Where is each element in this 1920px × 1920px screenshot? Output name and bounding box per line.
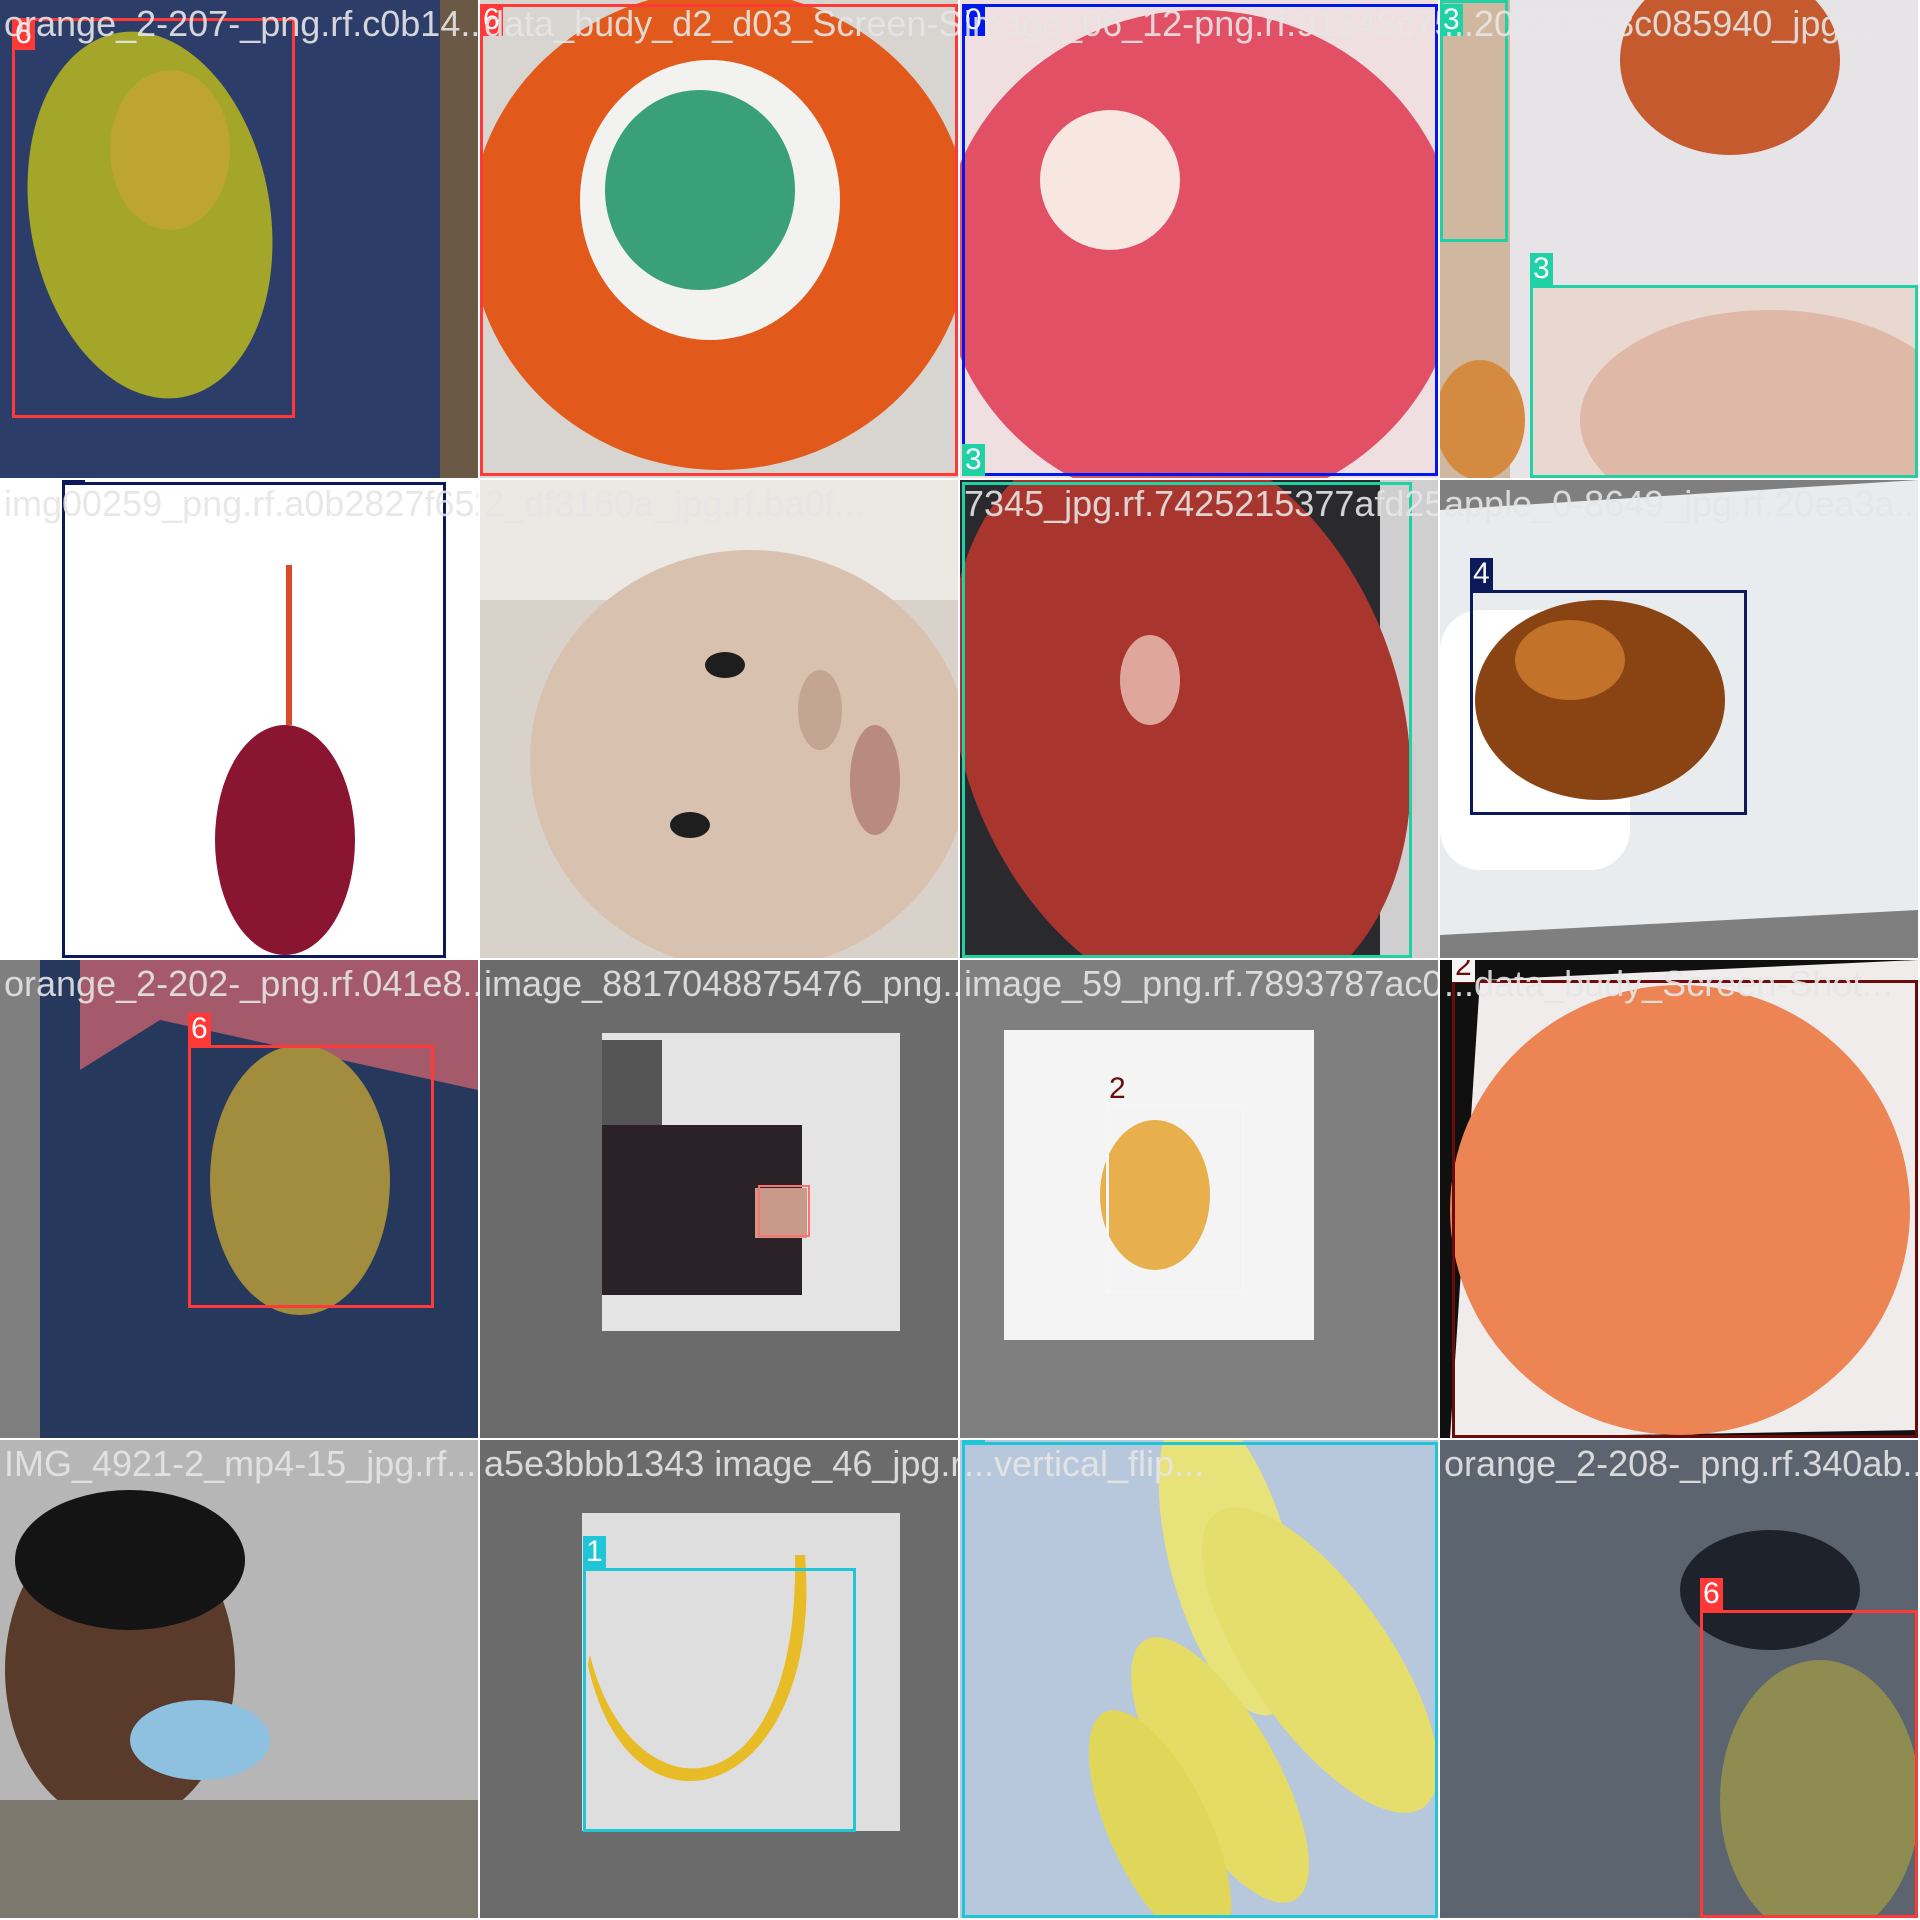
detection-box: [1440, 0, 1508, 242]
class-label: 2: [1106, 1073, 1129, 1105]
class-label: 6: [188, 1013, 211, 1045]
detection-box: [758, 1185, 810, 1237]
class-label: 4: [62, 480, 85, 482]
tile-2: 6 data_budy_d2_d03_Screen-Shot...: [480, 0, 958, 478]
class-label: 2: [1452, 960, 1475, 982]
tile-6: 2_df3160a_jpg.rf.ba0f...: [480, 480, 958, 958]
tile-10: image_8817048875476_png...: [480, 960, 958, 1438]
detection-box: [1470, 590, 1747, 815]
detection-box: [12, 18, 295, 418]
class-label: 4: [1470, 558, 1493, 590]
detection-box: [583, 1568, 856, 1832]
class-label: 6: [1700, 1578, 1723, 1610]
detection-box: [188, 1045, 434, 1308]
tile-1: 6 orange_2-207-_png.rf.c0b14...: [0, 0, 478, 478]
detection-box: [480, 4, 958, 476]
tile-11: 2 image_59_png.rf.7893787ac0...: [960, 960, 1438, 1438]
detection-box: [62, 482, 446, 958]
class-label: 3: [1530, 253, 1553, 285]
tile-9: 6 orange_2-202-_png.rf.041e8...: [0, 960, 478, 1438]
tile-16: 6 orange_2-208-_png.rf.340ab...: [1440, 1440, 1918, 1918]
tile-3: 0 3 image_06_12-png.rf.91548c758...: [960, 0, 1438, 478]
detection-box: [962, 4, 1438, 476]
class-label: 6: [12, 18, 35, 50]
tile-10-image: [480, 960, 958, 1438]
detection-box: [962, 1442, 1438, 1918]
tile-13: IMG_4921-2_mp4-15_jpg.rf...: [0, 1440, 478, 1918]
detection-box: [1452, 980, 1918, 1438]
tile-5: 4 img00259_png.rf.a0b2827f652...: [0, 480, 478, 958]
class-label: 3: [1440, 4, 1463, 36]
tile-15: 1 ...vertical_flip...: [960, 1440, 1438, 1918]
tile-4: 3 3 ...20220528c085940_jpg...: [1440, 0, 1918, 478]
class-label: 6: [480, 4, 503, 36]
class-label: 3: [962, 444, 985, 476]
class-label: 0: [962, 4, 985, 36]
tile-14: 1 a5e3bbb1343 image_46_jpg.rf...: [480, 1440, 958, 1918]
detection-box: [1106, 1105, 1244, 1293]
class-label: 1: [962, 1440, 985, 1442]
tile-12: 2 ...data_budy_Screen-Shot...: [1440, 960, 1918, 1438]
detection-box: [1530, 285, 1918, 478]
tile-8: 4 apple_0-8649_jpg.rf.20ea3a...: [1440, 480, 1918, 958]
detection-box: [1700, 1610, 1918, 1918]
tile-13-image: [0, 1440, 478, 1918]
detection-box: [962, 482, 1412, 958]
class-label: 1: [583, 1536, 606, 1568]
tile-6-image: [480, 480, 958, 958]
tile-7: 7345_jpg.rf.7425215377afd251...: [960, 480, 1438, 958]
